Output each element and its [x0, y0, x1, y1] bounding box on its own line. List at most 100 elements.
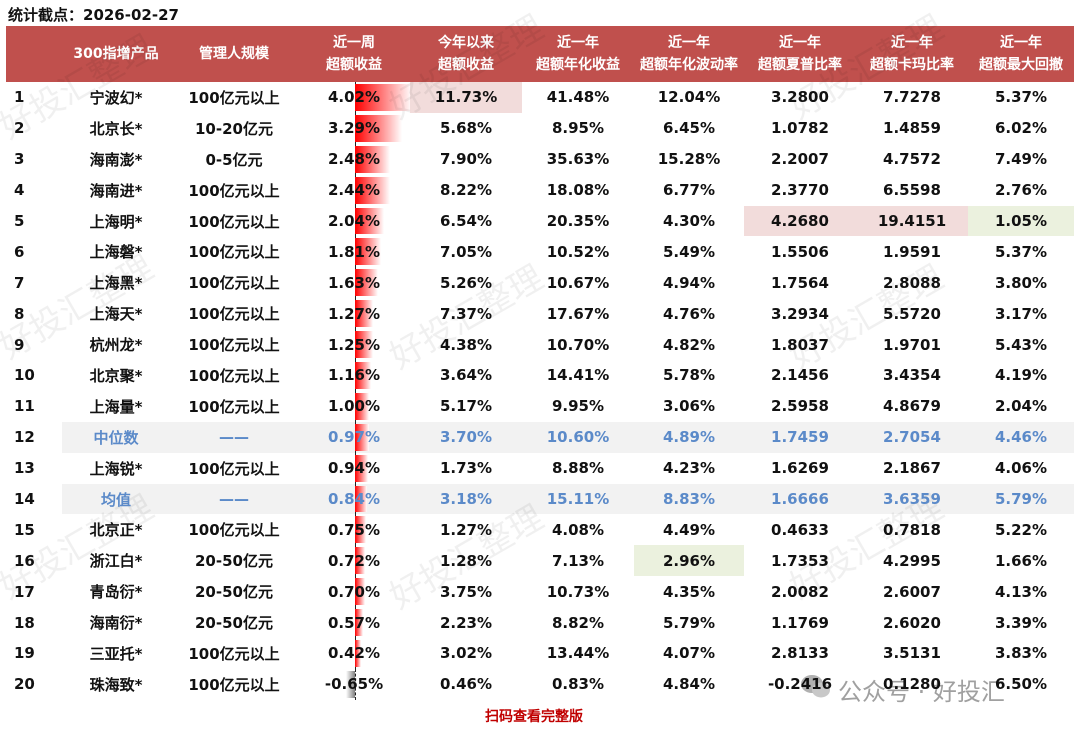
cell-value: 中位数 — [93, 428, 139, 447]
table-row: 3 海南澎* 0-5亿元 2.48% 7.90% 35.63% 15.28% 2.2007 4.… — [6, 143, 1074, 175]
cell-sharpe: 1.7459 — [744, 422, 856, 453]
table-header: 300指增产品 管理人规模 近一周 超额收益 今年以来 超额收益 近一年 超额年化收益 近一年超… — [6, 26, 1074, 82]
cell-name: 青岛衍* — [62, 576, 170, 607]
table-row: 15 北京正* 100亿元以上 0.75% 1.27% 4.08% 4.49% 0.4633 0… — [6, 514, 1074, 546]
cell-ytd: 5.17% — [410, 391, 522, 422]
cell-name: 海南澎* — [62, 144, 170, 175]
cell-value: 1.1769 — [771, 613, 829, 632]
wechat-icon — [800, 673, 832, 707]
cell-value: 4.2995 — [883, 551, 941, 570]
cell-calmar: 6.5598 — [856, 175, 968, 206]
stat-date-label: 统计截点：2026-02-27 — [8, 6, 179, 24]
cell-value: 6.77% — [662, 181, 716, 200]
cell-ann_vol: 6.77% — [634, 175, 744, 206]
cell-ytd: 7.05% — [410, 236, 522, 267]
cell-value: 3 — [14, 150, 25, 169]
data-bar — [355, 176, 390, 204]
cell-sharpe: 2.0082 — [744, 576, 856, 607]
cell-value: 100亿元以上 — [188, 644, 280, 663]
cell-value: 10-20亿元 — [195, 119, 273, 138]
cell-sharpe: 2.8133 — [744, 638, 856, 669]
cell-value: 2.48% — [327, 150, 381, 169]
cell-ann_ret: 10.73% — [522, 576, 634, 607]
data-bar — [355, 547, 366, 575]
cell-value: 7.13% — [551, 551, 605, 570]
cell-value: 4.84% — [662, 675, 716, 694]
cell-value: 2.23% — [439, 613, 493, 632]
cell-ytd: 7.90% — [410, 144, 522, 175]
cell-week: 0.97% — [298, 421, 410, 453]
cell-value: 4.07% — [662, 644, 716, 663]
cell-value: 100亿元以上 — [188, 521, 280, 540]
data-bar — [355, 238, 381, 266]
cell-value: 1.27% — [327, 304, 381, 323]
cell-value: 10.70% — [546, 335, 610, 354]
cell-ann_vol: 2.96% — [634, 545, 744, 577]
cell-value: 5.17% — [439, 397, 493, 416]
cell-value: 6 — [14, 242, 25, 261]
cell-mdd: 4.06% — [968, 453, 1074, 484]
cell-value: 20.35% — [546, 212, 610, 230]
cell-name: 杭州龙* — [62, 329, 170, 360]
cell-value: 20-50亿元 — [195, 614, 273, 633]
data-bar — [355, 145, 391, 173]
cell-ann_vol: 4.89% — [634, 422, 744, 453]
cell-ann_vol: 4.76% — [634, 298, 744, 329]
cell-value: 10.52% — [546, 242, 610, 261]
cell-sharpe: 2.5958 — [744, 391, 856, 422]
cell-value: 0.72% — [327, 551, 381, 570]
cell-value: 5.78% — [662, 366, 716, 385]
cell-name: 北京正* — [62, 514, 170, 545]
cell-value: 3.4354 — [883, 366, 941, 385]
cell-ann_ret: 9.95% — [522, 391, 634, 422]
cell-idx: 12 — [6, 421, 62, 453]
cell-value: 13 — [14, 459, 35, 478]
cell-value: 3.75% — [439, 582, 493, 601]
table-row: 18 海南衍* 20-50亿元 0.57% 2.23% 8.82% 5.79% 1.1769 2… — [6, 607, 1074, 639]
cell-value: 0.42% — [327, 644, 381, 663]
cell-sharpe: 1.5506 — [744, 236, 856, 267]
cell-week: 1.16% — [298, 360, 410, 391]
column-header-3: 近一周 超额收益 — [326, 35, 382, 73]
cell-calmar: 1.9701 — [856, 329, 968, 360]
cell-value: 北京聚* — [89, 366, 143, 385]
wechat-account-watermark: 公众号 · 好投汇 — [800, 672, 1005, 707]
cell-idx: 4 — [6, 175, 62, 206]
cell-scale: 100亿元以上 — [170, 329, 298, 360]
cell-calmar: 3.5131 — [856, 638, 968, 669]
data-bar — [355, 300, 373, 328]
cell-idx: 6 — [6, 236, 62, 267]
cell-name: 上海磐* — [62, 236, 170, 267]
cell-scale: 20-50亿元 — [170, 607, 298, 638]
cell-calmar: 2.1867 — [856, 453, 968, 484]
cell-week: -0.65% — [298, 668, 410, 700]
cell-ann_ret: 8.82% — [522, 607, 634, 638]
cell-week: 1.00% — [298, 390, 410, 422]
cell-value: 4.49% — [662, 520, 716, 539]
cell-mdd: 1.05% — [968, 205, 1074, 237]
cell-sharpe: 3.2800 — [744, 82, 856, 113]
scan-qr-full-version-link[interactable]: 扫码查看完整版 — [485, 709, 583, 725]
cell-idx: 11 — [6, 391, 62, 422]
cell-value: 2.3770 — [771, 181, 829, 200]
cell-ann_vol: 4.82% — [634, 329, 744, 360]
cell-value: 41.48% — [546, 88, 610, 107]
cell-scale: 0-5亿元 — [170, 144, 298, 175]
cell-ann_vol: 5.49% — [634, 236, 744, 267]
cell-value: 0-5亿元 — [205, 150, 263, 169]
cell-value: 4.46% — [994, 428, 1048, 447]
cell-value: 1.05% — [994, 212, 1048, 230]
data-bar — [355, 362, 372, 389]
table-row: 16 浙江白* 20-50亿元 0.72% 1.28% 7.13% 2.96% 1.7353 4… — [6, 545, 1074, 577]
cell-value: 2.0082 — [771, 582, 829, 601]
cell-idx: 5 — [6, 206, 62, 237]
cell-value: 5.49% — [662, 242, 716, 261]
cell-ytd: 8.22% — [410, 175, 522, 206]
cell-name: 三亚托* — [62, 638, 170, 669]
data-bar — [355, 423, 369, 451]
cell-value: 0.70% — [327, 582, 381, 601]
data-bar — [355, 269, 379, 297]
cell-value: 5.68% — [439, 119, 493, 138]
cell-value: 2.6007 — [883, 582, 941, 601]
table-row: 1 宁波幻* 100亿元以上 4.02% 11.73% 41.48% 12.04% 3.280… — [6, 82, 1074, 113]
